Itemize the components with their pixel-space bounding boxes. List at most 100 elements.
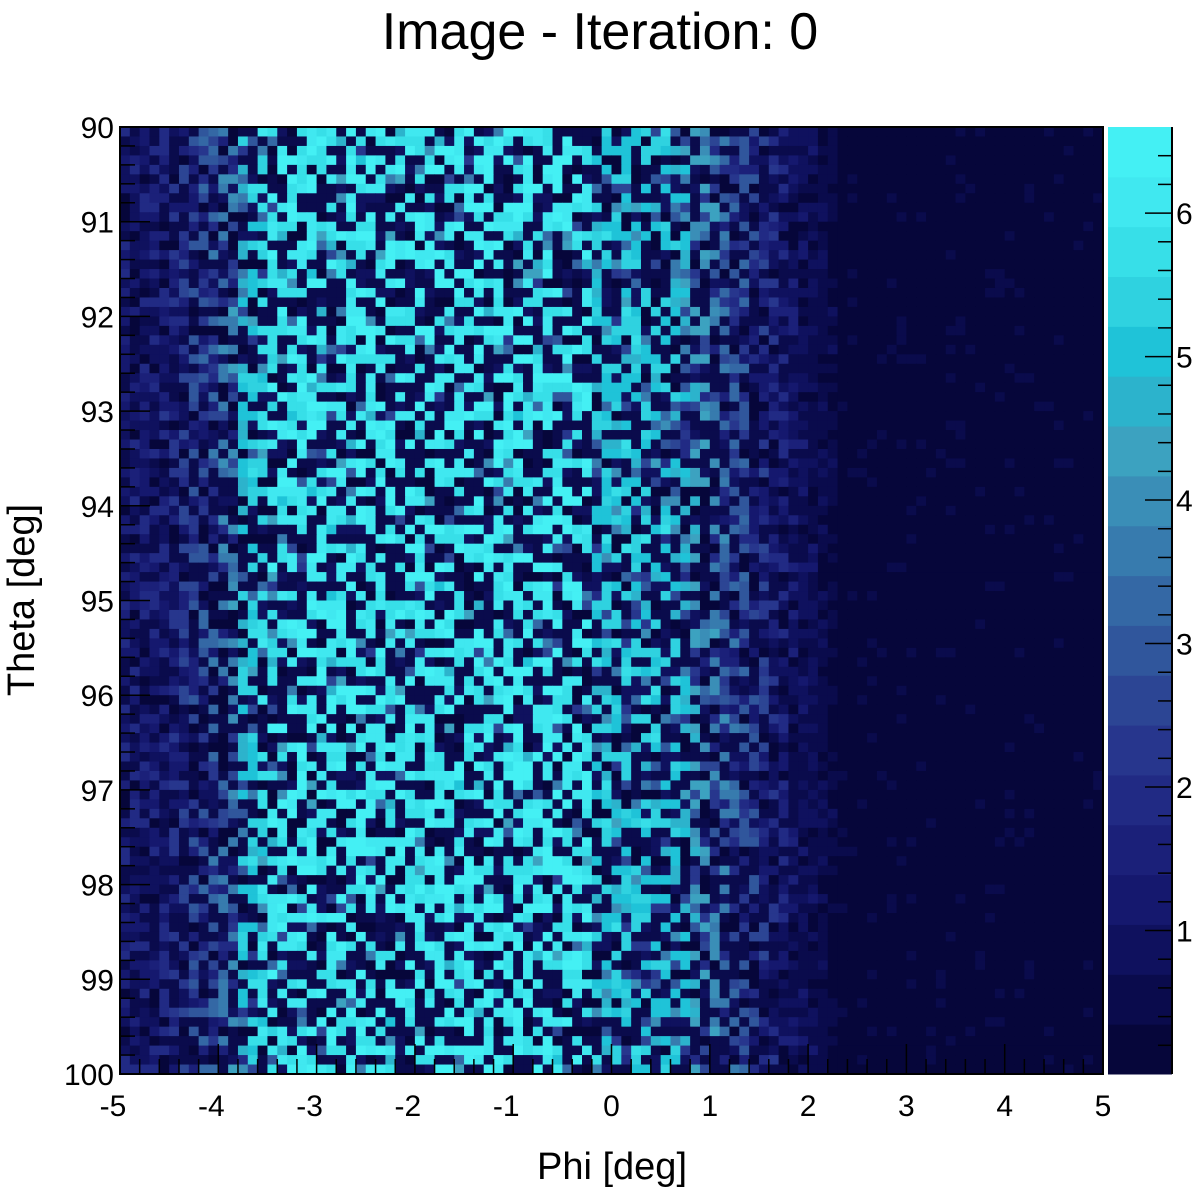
heatmap-cell: [778, 515, 789, 526]
heatmap-cell: [1073, 335, 1084, 346]
heatmap-cell: [601, 231, 612, 242]
heatmap-cell: [719, 221, 730, 232]
heatmap-cell: [532, 297, 544, 308]
heatmap-cell: [562, 534, 573, 545]
heatmap-cell: [965, 231, 976, 242]
heatmap-cell: [1053, 458, 1065, 469]
heatmap-cell: [1004, 562, 1015, 573]
heatmap-cell: [139, 354, 150, 365]
heatmap-cell: [926, 127, 937, 137]
heatmap-cell: [994, 581, 1006, 592]
heatmap-cell: [414, 496, 426, 507]
heatmap-cell: [375, 496, 386, 507]
heatmap-cell: [473, 562, 485, 573]
heatmap-cell: [680, 458, 691, 469]
heatmap-cell: [296, 250, 308, 260]
heatmap-cell: [464, 505, 475, 516]
heatmap-cell: [837, 221, 848, 232]
heatmap-cell: [346, 183, 357, 194]
heatmap-cell: [847, 183, 858, 194]
heatmap-cell: [827, 430, 838, 440]
heatmap-cell: [758, 240, 770, 251]
heatmap-cell: [346, 202, 357, 213]
heatmap-cell: [621, 458, 632, 469]
heatmap-cell: [405, 183, 416, 194]
heatmap-cell: [523, 335, 534, 346]
heatmap-cell: [798, 477, 809, 488]
heatmap-cell: [1073, 363, 1084, 374]
heatmap-cell: [493, 505, 504, 516]
heatmap-cell: [788, 231, 799, 242]
heatmap-cell: [975, 316, 986, 327]
heatmap-cell: [1073, 496, 1084, 507]
heatmap-cell: [444, 420, 455, 431]
heatmap-cell: [827, 278, 838, 289]
heatmap-cell: [149, 127, 160, 137]
heatmap-cell: [965, 467, 976, 478]
heatmap-cell: [493, 486, 504, 497]
heatmap-cell: [926, 269, 937, 279]
heatmap-cell: [847, 591, 858, 601]
heatmap-cell: [139, 344, 150, 355]
heatmap-cell: [621, 534, 632, 545]
heatmap-cell: [857, 524, 868, 535]
heatmap-cell: [464, 136, 475, 147]
heatmap-cell: [503, 297, 514, 308]
heatmap-cell: [611, 183, 622, 194]
heatmap-cell: [906, 145, 917, 156]
heatmap-cell: [287, 240, 298, 251]
heatmap-cell: [1004, 505, 1015, 516]
heatmap-cell: [159, 259, 170, 270]
heatmap-cell: [1024, 325, 1035, 336]
heatmap-cell: [582, 325, 593, 336]
heatmap-cell: [867, 250, 878, 260]
heatmap-cell: [857, 562, 868, 573]
heatmap-cell: [267, 164, 278, 175]
heatmap-cell: [1073, 562, 1084, 573]
heatmap-cell: [316, 164, 327, 175]
heatmap-cell: [1014, 458, 1025, 469]
heatmap-cell: [935, 363, 947, 374]
heatmap-cell: [473, 231, 485, 242]
heatmap-cell: [513, 572, 524, 582]
heatmap-cell: [788, 287, 799, 298]
heatmap-cell: [847, 202, 858, 213]
heatmap-cell: [1034, 477, 1045, 488]
heatmap-cell: [464, 193, 475, 204]
heatmap-cell: [483, 401, 494, 412]
heatmap-cell: [513, 297, 524, 308]
heatmap-cell: [680, 335, 691, 346]
heatmap-cell: [749, 287, 760, 298]
heatmap-cell: [532, 524, 544, 535]
heatmap-cell: [1083, 420, 1094, 431]
heatmap-cell: [395, 477, 406, 488]
heatmap-cell: [1034, 174, 1045, 185]
heatmap-cell: [945, 553, 956, 564]
heatmap-cell: [159, 581, 170, 592]
heatmap-cell: [857, 486, 868, 497]
heatmap-cell: [886, 534, 897, 545]
heatmap-cell: [277, 430, 288, 440]
heatmap-cell: [346, 524, 357, 535]
heatmap-cell: [768, 212, 780, 223]
heatmap-cell: [621, 278, 632, 289]
heatmap-cell: [1063, 202, 1074, 213]
heatmap-cell: [778, 240, 789, 251]
heatmap-cell: [159, 354, 170, 365]
heatmap-cell: [719, 382, 730, 393]
heatmap-cell: [719, 193, 730, 204]
heatmap-cell: [355, 325, 367, 336]
heatmap-cell: [798, 221, 809, 232]
heatmap-cell: [926, 591, 937, 601]
heatmap-cell: [169, 278, 180, 289]
heatmap-cell: [424, 581, 435, 592]
heatmap-cell: [798, 458, 809, 469]
heatmap-cell: [257, 240, 268, 251]
heatmap-cell: [906, 240, 917, 251]
heatmap-cell: [169, 392, 180, 403]
heatmap-cell: [424, 221, 435, 232]
heatmap-cell: [169, 496, 180, 507]
heatmap-cell: [611, 127, 622, 137]
heatmap-cell: [935, 591, 947, 601]
heatmap-cell: [788, 297, 799, 308]
